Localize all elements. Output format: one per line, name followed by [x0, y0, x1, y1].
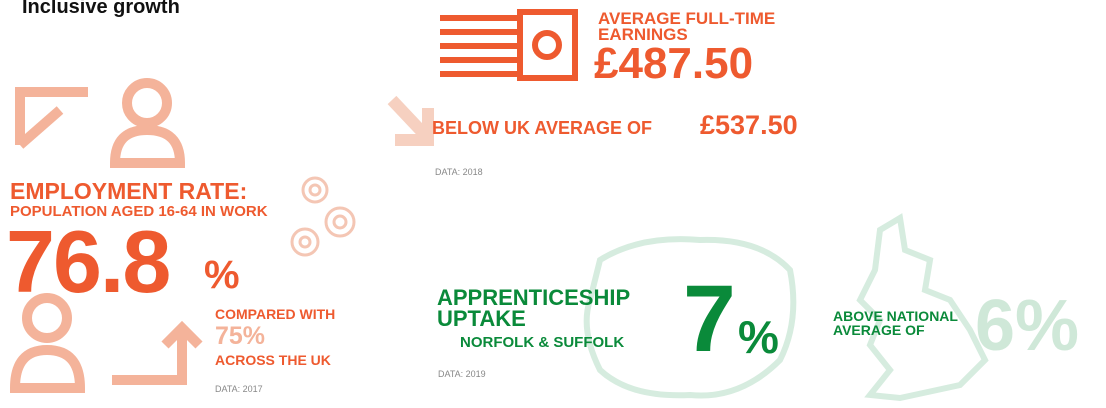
- apprenticeship-label: UPTAKE: [437, 306, 526, 331]
- earnings-value: £487.50: [594, 39, 754, 88]
- earnings-label: AVERAGE FULL-TIME: [598, 9, 776, 28]
- apprenticeship-unit: %: [738, 311, 779, 363]
- title: Inclusive growth: [22, 0, 180, 18]
- employment-comparison: COMPARED WITH: [215, 306, 336, 322]
- apprenticeship-comparison-value: 6%: [975, 286, 1080, 366]
- apprenticeship-value: 7: [683, 266, 736, 372]
- employment-sublabel: POPULATION AGED 16-64 IN WORK: [10, 203, 268, 220]
- gears-icon: [290, 176, 356, 257]
- employment-comparison-value: 75%: [215, 322, 266, 350]
- earnings-comparison-value: £537.50: [700, 110, 798, 140]
- down-arrow-icon: [387, 95, 434, 146]
- apprenticeship-label: APPRENTICESHIP: [437, 285, 631, 310]
- employment-value: 76.8: [6, 212, 171, 311]
- money-icon: [440, 9, 578, 81]
- apprenticeship-region: NORFOLK & SUFFOLK: [460, 334, 625, 351]
- apprenticeship-comparison: AVERAGE OF: [833, 322, 925, 338]
- employment-unit: %: [204, 253, 240, 297]
- source: DATA: 2019: [438, 369, 486, 379]
- source: DATA: 2017: [215, 384, 263, 394]
- employment-icons: [9, 78, 203, 393]
- employment-comparison: ACROSS THE UK: [215, 352, 331, 368]
- employment-label: EMPLOYMENT RATE:: [10, 178, 248, 204]
- uk-outline: [856, 213, 989, 402]
- earnings-label: EARNINGS: [598, 25, 688, 44]
- apprenticeship-comparison: ABOVE NATIONAL: [833, 308, 958, 324]
- source: DATA: 2018: [435, 167, 483, 177]
- norfolk-outline: [583, 236, 797, 399]
- earnings-comparison: BELOW UK AVERAGE OF: [432, 118, 652, 138]
